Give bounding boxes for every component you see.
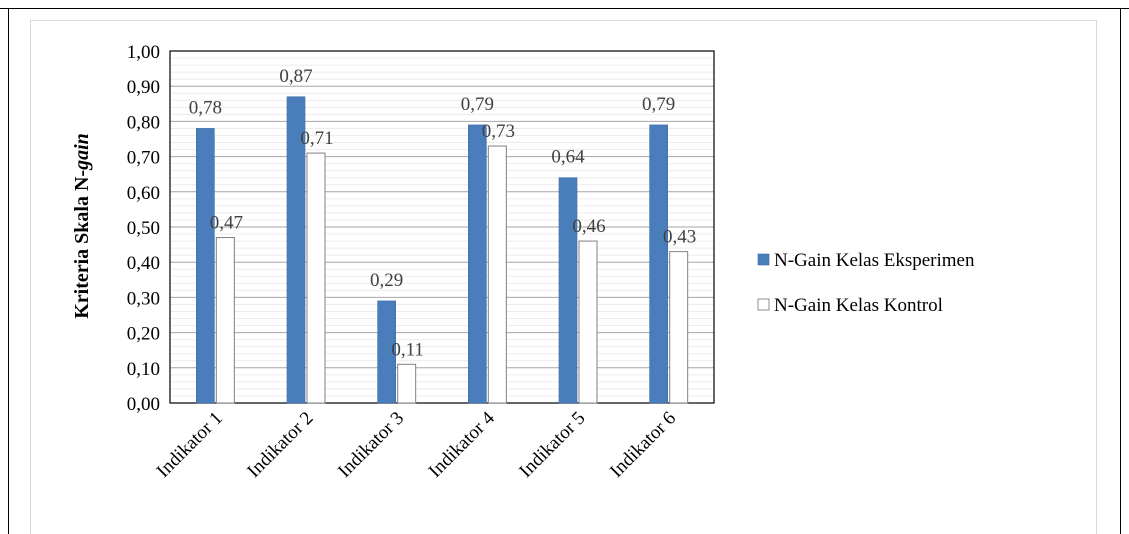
y-tick-label: 0,00 [127,394,160,415]
bar-eksperimen [286,96,306,404]
y-tick-label: 0,10 [127,359,160,380]
y-tick-label: 0,30 [127,288,160,309]
y-tick-label: 0,70 [127,148,160,169]
data-label-eksperimen: 0,29 [370,270,403,291]
y-tick-label: 0,50 [127,218,160,239]
y-tick-label: 0,20 [127,324,160,345]
bar-eksperimen [196,128,215,404]
data-label-kontrol: 0,43 [663,227,696,248]
plot-area: 0,00 0,10 0,20 0,30 0,40 0,50 0,60 0,70 0,80 0,90… [127,42,715,482]
bar-kontrol [669,251,689,404]
data-label-kontrol: 0,71 [300,128,333,149]
bar-eksperimen [649,124,668,404]
y-tick-label: 0,60 [127,183,160,204]
bar-kontrol [578,240,598,404]
legend-swatch-eksperimen [757,253,770,266]
legend: N-Gain Kelas Eksperimen N-Gain Kelas Kon… [757,250,975,316]
y-tick-label: 0,80 [127,112,160,133]
data-label-eksperimen: 0,79 [461,94,494,115]
legend-swatch-kontrol [757,298,770,311]
plot-border [169,50,715,404]
bar-eksperimen [558,177,578,404]
data-label-kontrol: 0,46 [572,216,605,237]
data-label-eksperimen: 0,79 [642,94,675,115]
bar-kontrol [397,363,417,404]
bar-eksperimen [468,124,487,404]
bar-kontrol [306,152,326,404]
y-tick-label: 1,00 [127,42,160,63]
y-tick-label: 0,90 [127,77,160,98]
data-label-eksperimen: 0,64 [551,147,585,168]
data-label-kontrol: 0,11 [391,339,424,360]
data-label-eksperimen: 0,87 [279,66,312,87]
y-tick-label: 0,40 [127,253,160,274]
y-axis-title: Kriteria Skala N-gain [71,133,93,319]
legend-label-kontrol: N-Gain Kelas Kontrol [774,295,943,316]
data-label-kontrol: 0,73 [482,121,515,142]
bar-kontrol [487,145,507,404]
bar-eksperimen [377,300,396,404]
data-label-kontrol: 0,47 [210,213,243,234]
data-label-eksperimen: 0,78 [189,97,222,118]
bar-kontrol [215,237,235,404]
legend-label-eksperimen: N-Gain Kelas Eksperimen [774,250,975,271]
